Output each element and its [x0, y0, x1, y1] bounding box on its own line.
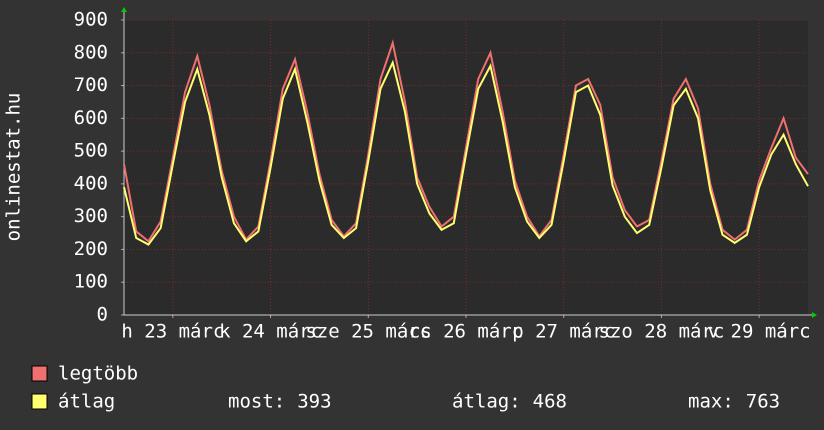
- y-tick-label: 400: [74, 172, 108, 194]
- y-tick-label: 600: [74, 107, 108, 129]
- stat-label: max:: [688, 391, 734, 413]
- x-tick-label: sze 25 márc: [305, 321, 431, 343]
- y-tick-label: 500: [74, 140, 108, 162]
- legend-swatch: [31, 393, 48, 410]
- stat-label: átlag:: [452, 391, 521, 413]
- x-tick-label: k 24 márc: [219, 321, 322, 343]
- y-tick-label: 800: [74, 41, 108, 63]
- y-tick-label: 700: [74, 74, 108, 96]
- x-tick-label: cs 26 márc: [409, 321, 523, 343]
- y-tick-label: 100: [74, 271, 108, 293]
- stat-value: 393: [297, 391, 331, 413]
- stat-value: 468: [533, 391, 567, 413]
- y-tick-label: 900: [74, 9, 108, 31]
- legend-label: legtöbb: [58, 363, 138, 385]
- x-tick-label: p 27 márc: [512, 321, 615, 343]
- stat-value: 763: [746, 391, 780, 413]
- series-line: [123, 39, 809, 243]
- y-tick-label: 200: [74, 238, 108, 260]
- axis-arrow: [812, 312, 817, 318]
- y-tick-label: 300: [74, 205, 108, 227]
- series-line: [123, 59, 809, 246]
- stat-label: most:: [228, 391, 285, 413]
- x-tick-label: szo 28 márc: [599, 321, 725, 343]
- axis-arrow: [121, 7, 127, 12]
- legend-label: átlag: [58, 391, 115, 413]
- x-tick-label: h 23 márc: [121, 321, 224, 343]
- y-tick-label: 0: [97, 304, 108, 326]
- y-axis-label: onlinestat.hu: [3, 93, 25, 242]
- legend-swatch: [31, 365, 48, 382]
- x-tick-label: v 29 márc: [708, 321, 811, 343]
